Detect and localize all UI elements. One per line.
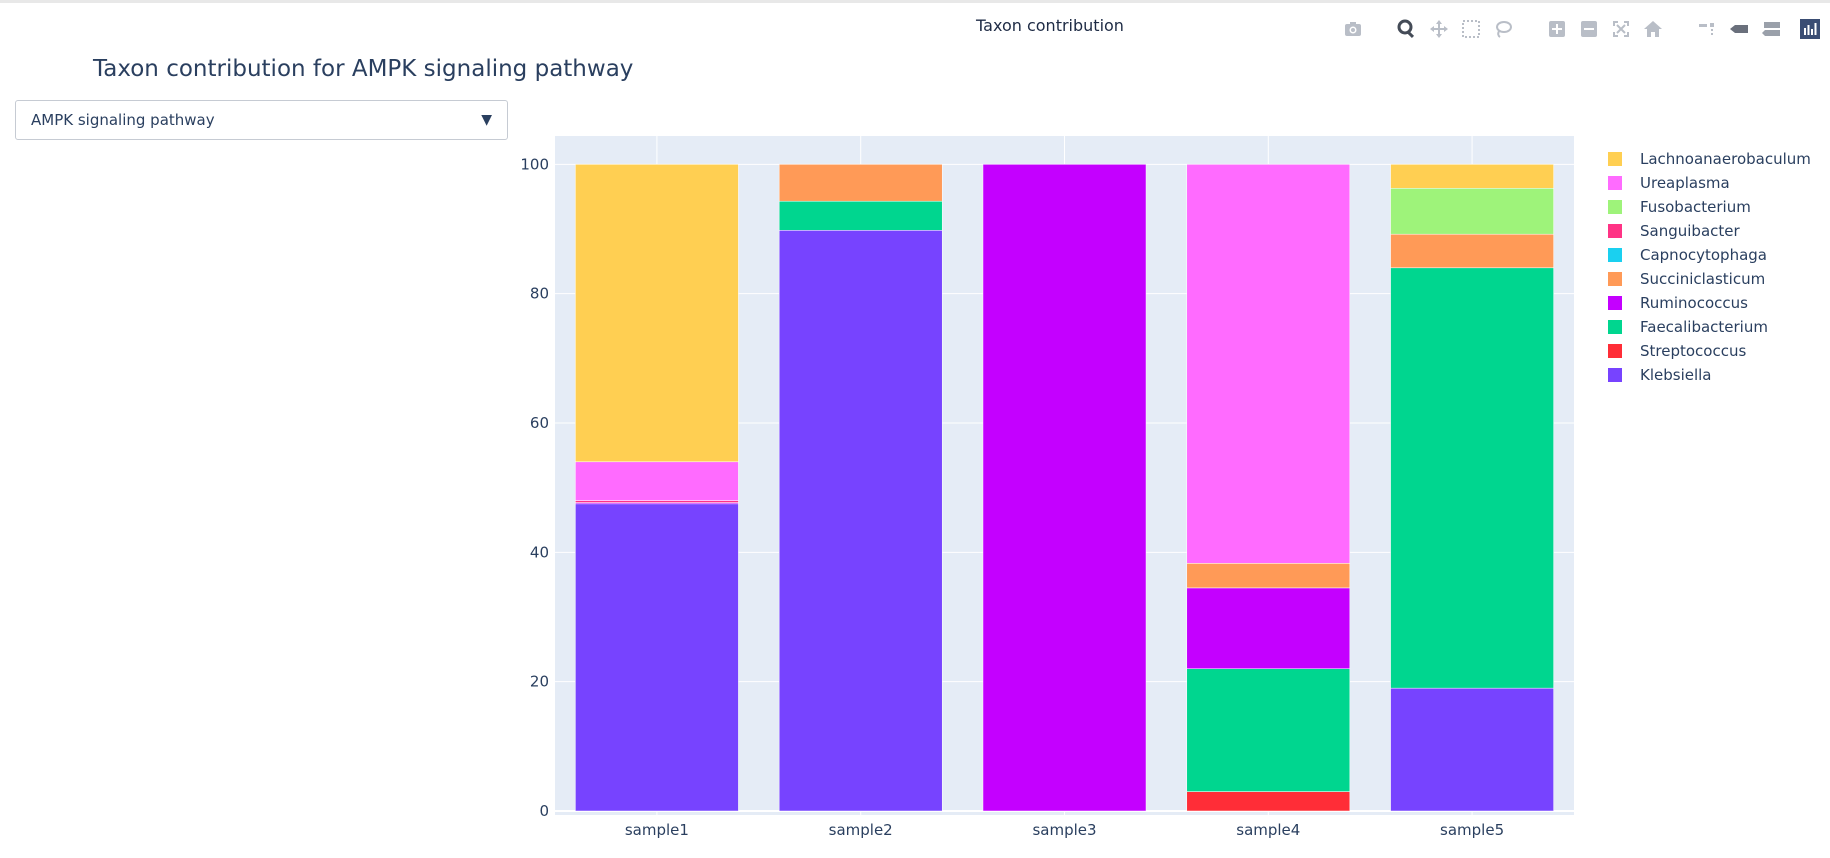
legend-label: Succiniclasticum bbox=[1640, 270, 1766, 288]
y-tick-label: 80 bbox=[530, 285, 549, 303]
legend-label: Lachnoanaerobaculum bbox=[1640, 150, 1811, 168]
legend-label: Capnocytophaga bbox=[1640, 246, 1767, 264]
bar-segment-klebsiella-sample2[interactable] bbox=[778, 230, 943, 812]
autoscale-icon[interactable] bbox=[1610, 18, 1632, 40]
zoom-out-icon[interactable] bbox=[1578, 18, 1600, 40]
bar-segment-ureaplasma-sample1[interactable] bbox=[575, 461, 739, 501]
top-border bbox=[0, 0, 1830, 3]
zoom-icon[interactable] bbox=[1396, 18, 1418, 40]
x-tick-label: sample1 bbox=[625, 821, 689, 839]
chevron-down-icon: ▼ bbox=[481, 112, 492, 128]
bar-segment-succiniclasticum-sample2[interactable] bbox=[778, 164, 943, 202]
legend-item[interactable]: Ruminococcus bbox=[1608, 291, 1811, 315]
legend-swatch bbox=[1608, 344, 1622, 358]
plotly-logo-icon[interactable] bbox=[1800, 19, 1820, 39]
legend-swatch bbox=[1608, 152, 1622, 166]
legend-label: Ureaplasma bbox=[1640, 174, 1730, 192]
y-tick-label: 60 bbox=[530, 414, 549, 432]
bar-segment-ureaplasma-sample4[interactable] bbox=[1186, 164, 1351, 564]
bar-segment-succiniclasticum-sample5[interactable] bbox=[1390, 233, 1554, 269]
pathway-dropdown[interactable]: AMPK signaling pathway ▼ bbox=[15, 100, 508, 140]
y-tick-label: 20 bbox=[530, 673, 549, 691]
camera-icon[interactable] bbox=[1342, 18, 1364, 40]
legend-swatch bbox=[1608, 368, 1622, 382]
legend-label: Faecalibacterium bbox=[1640, 318, 1768, 336]
legend-swatch bbox=[1608, 176, 1622, 190]
pan-icon[interactable] bbox=[1428, 18, 1450, 40]
bar-segment-ruminococcus-sample3[interactable] bbox=[982, 164, 1147, 812]
legend-swatch bbox=[1608, 296, 1622, 310]
bar-segment-lachnoanaerobaculum-sample5[interactable] bbox=[1390, 164, 1554, 189]
window-title: Taxon contribution bbox=[976, 16, 1124, 35]
legend: Lachnoanaerobaculum Ureaplasma Fusobacteri… bbox=[1608, 147, 1811, 387]
y-tick-label: 0 bbox=[539, 802, 549, 820]
dropdown-selected-value: AMPK signaling pathway bbox=[31, 111, 215, 129]
bar-segment-klebsiella-sample1[interactable] bbox=[575, 503, 739, 812]
legend-label: Ruminococcus bbox=[1640, 294, 1748, 312]
x-tick-label: sample4 bbox=[1236, 821, 1300, 839]
bar-segment-faecalibacterium-sample4[interactable] bbox=[1186, 668, 1351, 792]
legend-label: Fusobacterium bbox=[1640, 198, 1751, 216]
bar-segment-ruminococcus-sample4[interactable] bbox=[1186, 587, 1351, 669]
x-tick-label: sample2 bbox=[829, 821, 893, 839]
lasso-select-icon[interactable] bbox=[1492, 18, 1514, 40]
x-tick-label: sample3 bbox=[1032, 821, 1096, 839]
legend-item[interactable]: Sanguibacter bbox=[1608, 219, 1811, 243]
legend-item[interactable]: Lachnoanaerobaculum bbox=[1608, 147, 1811, 171]
legend-swatch bbox=[1608, 248, 1622, 262]
bar-segment-lachnoanaerobaculum-sample1[interactable] bbox=[575, 164, 739, 463]
legend-item[interactable]: Succiniclasticum bbox=[1608, 267, 1811, 291]
legend-label: Sanguibacter bbox=[1640, 222, 1740, 240]
legend-item[interactable]: Faecalibacterium bbox=[1608, 315, 1811, 339]
legend-label: Klebsiella bbox=[1640, 366, 1712, 384]
reset-axes-icon[interactable] bbox=[1642, 18, 1664, 40]
modebar bbox=[1342, 18, 1820, 40]
legend-item[interactable]: Fusobacterium bbox=[1608, 195, 1811, 219]
bar-segment-fusobacterium-sample5[interactable] bbox=[1390, 188, 1554, 235]
spike-lines-icon[interactable] bbox=[1696, 18, 1718, 40]
bar-segment-succiniclasticum-sample4[interactable] bbox=[1186, 563, 1351, 589]
legend-swatch bbox=[1608, 200, 1622, 214]
legend-item[interactable]: Klebsiella bbox=[1608, 363, 1811, 387]
hover-closest-icon[interactable] bbox=[1728, 18, 1750, 40]
x-tick-label: sample5 bbox=[1440, 821, 1504, 839]
box-select-icon[interactable] bbox=[1460, 18, 1482, 40]
bar-segment-sanguibacter-sample1[interactable] bbox=[575, 500, 739, 503]
zoom-in-icon[interactable] bbox=[1546, 18, 1568, 40]
bar-segment-faecalibacterium-sample2[interactable] bbox=[778, 200, 943, 231]
y-tick-label: 40 bbox=[530, 543, 549, 561]
bar-segment-faecalibacterium-sample5[interactable] bbox=[1390, 267, 1554, 689]
legend-item[interactable]: Ureaplasma bbox=[1608, 171, 1811, 195]
y-tick-label: 100 bbox=[520, 155, 549, 173]
plot-title: Taxon contribution for AMPK signaling pa… bbox=[93, 56, 634, 82]
legend-label: Streptococcus bbox=[1640, 342, 1747, 360]
legend-item[interactable]: Capnocytophaga bbox=[1608, 243, 1811, 267]
legend-swatch bbox=[1608, 272, 1622, 286]
legend-swatch bbox=[1608, 224, 1622, 238]
legend-item[interactable]: Streptococcus bbox=[1608, 339, 1811, 363]
bar-segment-streptococcus-sample4[interactable] bbox=[1186, 791, 1351, 812]
bar-segment-klebsiella-sample5[interactable] bbox=[1390, 687, 1554, 812]
legend-swatch bbox=[1608, 320, 1622, 334]
hover-compare-icon[interactable] bbox=[1760, 18, 1782, 40]
